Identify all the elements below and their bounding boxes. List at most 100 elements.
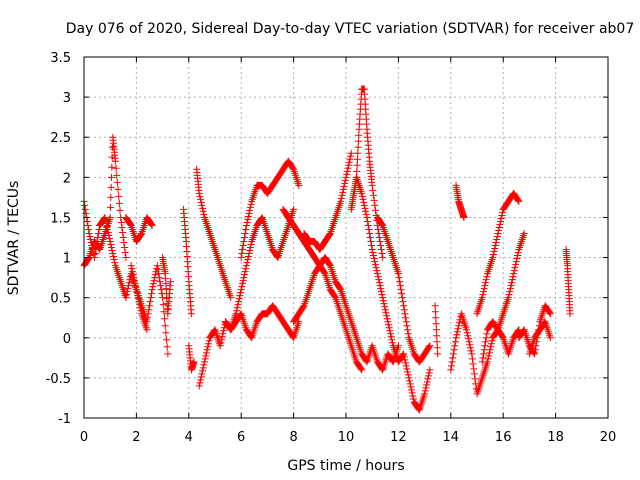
data-point <box>385 321 393 329</box>
data-point <box>421 390 429 398</box>
data-point <box>466 344 474 352</box>
series-track-x <box>525 318 554 358</box>
data-point <box>197 195 205 203</box>
data-point <box>144 314 152 322</box>
data-point <box>299 303 307 311</box>
data-point <box>132 283 140 291</box>
series-track-i <box>195 205 298 390</box>
data-point <box>161 322 169 330</box>
data-point <box>243 218 251 226</box>
data-point <box>107 241 115 249</box>
data-point <box>424 375 432 383</box>
data-point <box>121 244 129 252</box>
data-point <box>365 225 373 233</box>
data-point <box>240 238 248 246</box>
x-tick-label: 10 <box>338 430 355 445</box>
data-point <box>130 274 138 282</box>
data-point <box>398 294 406 302</box>
data-point <box>408 389 416 397</box>
series-track-t <box>447 310 523 398</box>
data-point <box>401 356 409 364</box>
data-point <box>520 229 528 237</box>
data-point <box>203 346 211 354</box>
data-point <box>405 374 413 382</box>
data-point <box>374 273 382 281</box>
data-point <box>377 246 385 254</box>
data-point <box>107 183 115 191</box>
data-point <box>511 264 519 272</box>
data-point <box>244 212 252 220</box>
data-point <box>289 164 297 172</box>
data-point <box>453 328 461 336</box>
data-point <box>488 337 496 345</box>
data-point <box>379 297 387 305</box>
data-point <box>86 232 94 240</box>
data-point <box>147 220 155 228</box>
data-point <box>354 149 362 157</box>
data-point <box>145 306 153 314</box>
data-point <box>239 280 247 288</box>
series-track-k <box>237 157 303 262</box>
data-point <box>123 288 131 296</box>
data-point <box>357 365 365 373</box>
data-point <box>237 286 245 294</box>
data-point <box>396 282 404 290</box>
data-point <box>451 338 459 346</box>
data-point <box>161 315 169 323</box>
data-point <box>156 278 164 286</box>
data-point <box>353 155 361 163</box>
data-point <box>378 250 386 258</box>
data-point <box>146 302 153 310</box>
data-point <box>404 368 412 376</box>
data-point <box>479 291 487 299</box>
data-point <box>111 157 119 165</box>
series-track-b <box>80 133 130 270</box>
data-point <box>117 218 125 226</box>
data-point <box>433 344 441 352</box>
data-point <box>402 314 410 322</box>
data-point <box>362 210 370 218</box>
data-point <box>507 282 515 290</box>
data-point <box>449 354 457 362</box>
data-point <box>131 280 139 288</box>
data-point <box>219 330 227 338</box>
x-tick-label: 2 <box>132 430 140 445</box>
data-point <box>81 201 89 209</box>
data-point <box>463 326 471 334</box>
data-point <box>115 199 123 207</box>
data-point <box>216 342 224 350</box>
data-point <box>362 207 370 215</box>
data-point <box>81 205 89 213</box>
data-point <box>337 194 345 202</box>
data-point <box>506 288 514 296</box>
data-point <box>422 384 430 392</box>
data-point <box>497 217 505 225</box>
data-point <box>246 247 254 255</box>
data-point <box>491 245 499 253</box>
data-point <box>400 353 408 361</box>
data-point <box>452 334 460 342</box>
data-point <box>159 294 167 302</box>
data-point <box>202 349 210 357</box>
data-point <box>159 301 167 309</box>
data-point <box>137 230 145 238</box>
data-point <box>244 256 252 264</box>
data-point <box>371 261 379 269</box>
data-point <box>402 318 410 326</box>
data-point <box>409 395 417 403</box>
data-point <box>404 326 412 334</box>
series-track-q <box>373 213 434 366</box>
data-point <box>376 238 384 246</box>
data-point <box>155 274 163 282</box>
data-point <box>344 164 352 172</box>
data-point <box>380 300 388 308</box>
data-point <box>421 387 429 395</box>
data-point <box>400 350 408 358</box>
data-point <box>320 269 328 277</box>
data-point <box>244 253 252 261</box>
data-point <box>484 355 492 363</box>
data-point <box>147 294 155 302</box>
data-point <box>345 158 353 166</box>
data-point <box>387 330 395 338</box>
data-point <box>497 214 505 222</box>
